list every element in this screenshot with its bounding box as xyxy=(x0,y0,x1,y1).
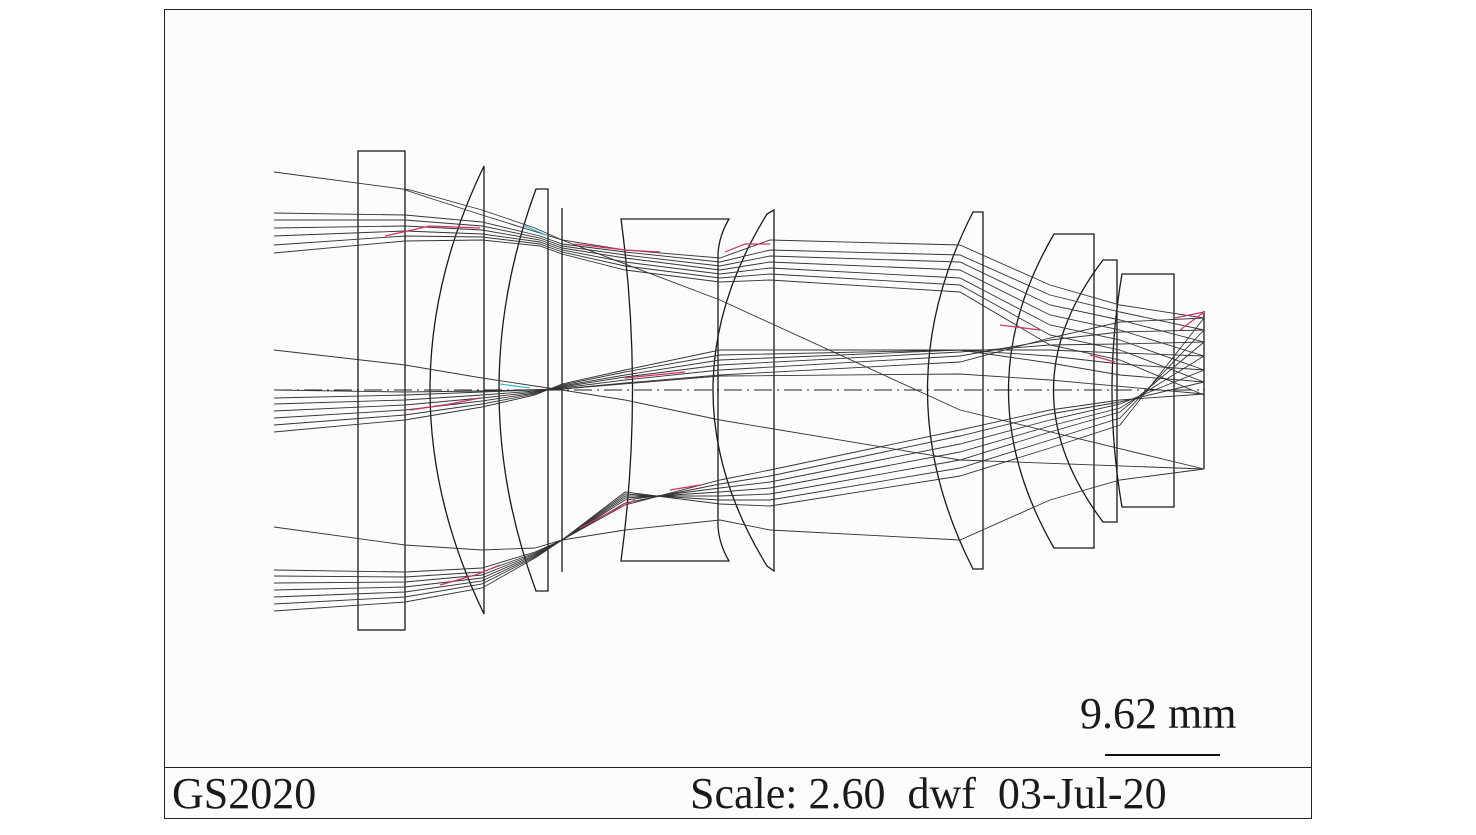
ray-fan-upper xyxy=(273,171,1205,470)
lens-element-8 xyxy=(1111,273,1175,508)
lens-element-6 xyxy=(1007,233,1095,549)
scale-bar-label: 9.62 mm xyxy=(1080,689,1237,738)
lens-elements xyxy=(357,150,1205,631)
ray-fan-middle xyxy=(273,317,1205,470)
scale-bar xyxy=(1105,754,1220,756)
lens-element-7 xyxy=(1052,259,1118,523)
footer-info: Scale: 2.60 dwf 03-Jul-20 xyxy=(690,769,1167,818)
drawing-frame xyxy=(164,9,1312,819)
lens-element-3 xyxy=(620,218,731,562)
footer-divider xyxy=(164,767,1312,768)
design-name: GS2020 xyxy=(172,769,317,818)
ray-fan-lower xyxy=(273,317,1205,612)
lens-element-1 xyxy=(429,165,485,615)
lens-element-4 xyxy=(712,208,775,573)
window-plate xyxy=(357,150,406,631)
ray-segments-magenta xyxy=(384,225,1205,586)
lens-element-5 xyxy=(926,211,984,570)
ray-segments-cyan xyxy=(499,225,549,389)
lens-element-2 xyxy=(498,188,549,592)
